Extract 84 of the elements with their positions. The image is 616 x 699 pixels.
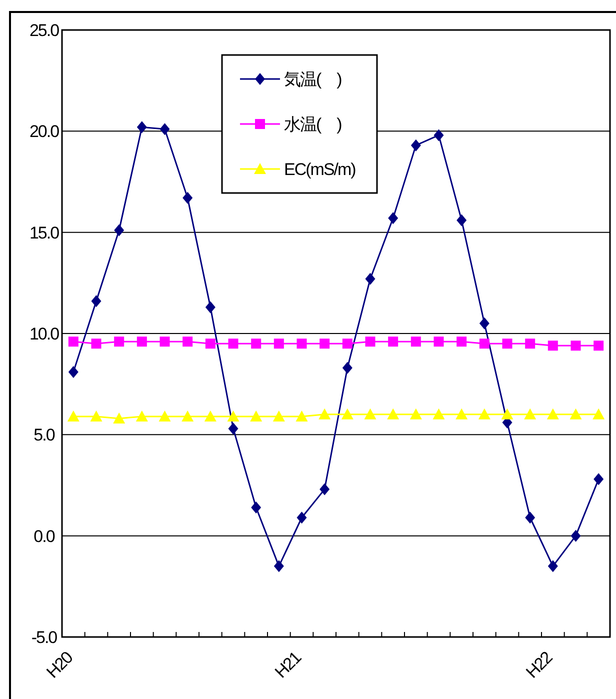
point [158,410,171,422]
point [434,129,444,142]
point [228,422,238,435]
point [251,502,262,514]
point [296,410,308,422]
point [570,530,581,542]
legend-label: 気温( ) [284,70,342,89]
point [227,410,240,422]
point [114,336,124,347]
point [228,338,238,349]
point [160,336,170,347]
point [388,336,398,347]
point [548,340,558,351]
point [594,473,604,486]
point [388,212,398,224]
point [91,338,102,349]
point [570,408,582,420]
point [272,410,285,422]
point [364,408,376,420]
point [594,340,604,351]
point [318,408,331,420]
point [274,338,284,349]
point [546,408,559,420]
point [136,336,147,347]
point [365,272,376,285]
point [68,336,78,347]
point [90,410,102,422]
point [456,336,467,347]
point [478,408,490,420]
point [479,338,490,349]
y-tick-label: 10.0 [29,324,60,344]
point [320,483,330,496]
point [548,560,558,572]
point [205,301,216,314]
x-tick-label: H22 [522,648,556,682]
point [342,362,352,374]
point [160,123,170,136]
point [365,336,376,347]
point [410,408,422,420]
point [250,410,262,422]
point [296,338,307,349]
y-tick-label: 25.0 [29,21,60,40]
point [387,408,400,420]
point [205,338,216,349]
legend-label: EC(mS/m) [284,160,356,179]
point [91,295,102,308]
point [113,412,126,424]
x-tick-label: H20 [42,648,77,682]
y-tick-label: -5.0 [31,628,58,647]
point [479,317,490,330]
point [136,410,148,422]
point [501,408,514,420]
point [570,340,581,351]
point [67,410,80,422]
y-tick-label: 0.0 [34,526,55,546]
point [456,214,467,226]
point [68,366,78,378]
point [525,512,536,524]
point [251,338,262,349]
point [136,121,147,134]
point [502,338,512,349]
point [341,408,354,420]
point [320,338,330,349]
point [456,408,468,420]
y-tick-label: 5.0 [34,426,55,445]
point [524,408,536,420]
point [410,336,421,347]
point [525,338,536,349]
point [182,192,193,204]
point [204,410,216,422]
y-tick-label: 20.0 [29,122,60,142]
legend-label: 水温( ) [284,115,342,134]
point [432,408,445,420]
y-tick-label: 15.0 [29,223,60,242]
point [592,408,605,420]
point [274,560,284,572]
point [410,139,421,152]
point [182,336,193,347]
point [182,410,194,422]
point [434,336,444,347]
x-tick-label: H21 [271,648,305,682]
point [296,512,307,524]
point [342,338,352,349]
point [114,224,124,236]
